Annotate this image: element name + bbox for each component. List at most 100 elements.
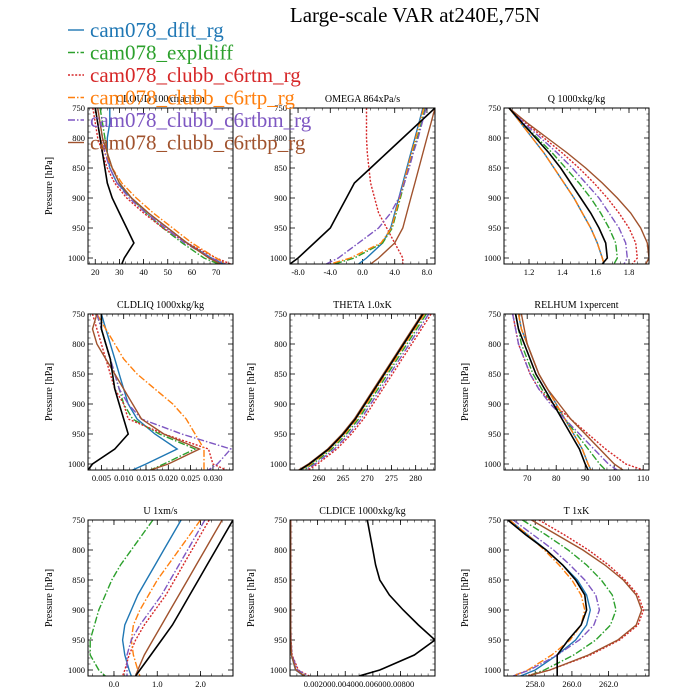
x-tick-label: 4.0: [389, 267, 400, 277]
legend-label: cam078_clubb_c6rtm_rg: [90, 63, 301, 87]
series-line-cam078_clubb_c6rtm_rg: [512, 314, 644, 470]
legend-entry: cam078_expldiff: [68, 41, 233, 65]
series-line-cam078_clubb_c6rtm_rg: [365, 108, 404, 264]
figure-title: Large-scale VAR at240E,75N: [290, 3, 540, 27]
series-line-cam078_clubb_c6rtp_rg: [330, 108, 425, 264]
panel-0: CLOUD 100xfraction Pressure [hPa] 750 800 85…: [44, 94, 234, 277]
series-line-cam078_clubb_c6rtbm_rg: [512, 314, 618, 470]
y-tick-label: 850: [72, 575, 85, 585]
series-line-cam078_clubb_c6rtp_rg: [517, 314, 592, 470]
panel-title: Q 1000xkg/kg: [548, 94, 606, 105]
x-tick-label: 0.0: [109, 679, 120, 689]
series-line-cam078_clubb_c6rtp_rg: [300, 314, 425, 470]
y-tick-label: 1000: [68, 665, 85, 675]
series-line-cam078_clubb_c6rtp_rg: [290, 520, 306, 676]
legend-entry: cam078_clubb_c6rtp_rg: [68, 86, 295, 110]
y-tick-label: 950: [72, 635, 85, 645]
y-axis-label: Pressure [hPa]: [460, 363, 471, 421]
x-tick-label: 265: [337, 473, 350, 483]
y-axis-label: Pressure [hPa]: [44, 157, 55, 215]
series-line-cam078_clubb_c6rtp_rg: [509, 520, 586, 676]
y-tick-label: 950: [274, 635, 287, 645]
series-line-cam078_clubb_c6rtbp_rg: [527, 520, 643, 676]
panel-5: RELHUM 1xpercent Pressure [hPa] 750 800 850 9…: [460, 300, 650, 483]
y-tick-label: 750: [72, 309, 85, 319]
y-tick-label: 800: [488, 339, 501, 349]
series-line-cam078_clubb_c6rtp_rg: [96, 314, 205, 470]
y-tick-label: 800: [72, 545, 85, 555]
series-line-cam078_clubb_c6rtbm_rg: [508, 108, 629, 264]
series-lines: [88, 314, 233, 470]
series-line-cam078_dflt_rg: [121, 520, 182, 676]
series-line-cam078_clubb_c6rtp_rg: [130, 520, 202, 676]
series-line-cam078_expldiff: [290, 520, 307, 676]
x-tick-label: 60: [188, 267, 197, 277]
x-tick-label: 0.0: [357, 267, 368, 277]
x-tick-label: 0.005: [92, 473, 111, 483]
x-tick-label: 258.0: [526, 679, 545, 689]
y-tick-label: 750: [488, 309, 501, 319]
series-line-cam078_clubb_c6rtm_rg: [91, 314, 227, 470]
y-tick-label: 1000: [270, 665, 287, 675]
series-lines: [298, 314, 432, 470]
y-axis-label: Pressure [hPa]: [44, 569, 55, 627]
panel-title: RELHUM 1xpercent: [534, 300, 618, 311]
legend-entry: cam078_clubb_c6rtm_rg: [68, 63, 301, 87]
control-line: [299, 314, 424, 470]
plot-frame: [87, 313, 234, 471]
y-tick-label: 800: [488, 545, 501, 555]
x-tick-label: 40: [139, 267, 148, 277]
x-tick-label: 1.0: [152, 679, 163, 689]
control-line: [94, 108, 135, 264]
y-tick-label: 950: [488, 223, 501, 233]
y-tick-label: 1000: [68, 253, 85, 263]
y-tick-label: 950: [72, 429, 85, 439]
control-line: [514, 314, 589, 470]
x-tick-label: 110: [637, 473, 649, 483]
series-line-cam078_clubb_c6rtbp_rg: [508, 108, 649, 264]
y-tick-label: 750: [488, 515, 501, 525]
y-tick-label: 900: [274, 193, 287, 203]
plot-frame: [503, 313, 650, 471]
series-line-cam078_clubb_c6rtbp_rg: [520, 314, 624, 470]
series-lines: [92, 108, 231, 264]
y-tick-label: 850: [488, 369, 501, 379]
y-tick-label: 950: [274, 223, 287, 233]
series-line-cam078_dflt_rg: [299, 314, 424, 470]
x-tick-label: 1.6: [590, 267, 601, 277]
panel-title: T 1xK: [564, 506, 590, 517]
y-tick-label: 1000: [484, 665, 501, 675]
series-line-cam078_clubb_c6rtbp_rg: [91, 314, 202, 470]
control-line: [290, 108, 435, 264]
y-tick-label: 750: [72, 103, 85, 113]
control-line: [358, 520, 435, 676]
series-line-cam078_clubb_c6rtp_rg: [508, 108, 605, 264]
series-line-cam078_clubb_c6rtbp_rg: [97, 108, 222, 264]
y-tick-label: 850: [274, 369, 287, 379]
panel-4: THETA 1.0xK Pressure [hPa] 750 800 850 900 950…: [246, 300, 436, 483]
y-tick-label: 850: [488, 163, 501, 173]
panel-2: Q 1000xkg/kg 750 800 850 900 950 1000 1.2 1.4 1.6…: [484, 94, 650, 277]
plot-frame: [289, 107, 436, 265]
x-tick-label: 275: [385, 473, 398, 483]
x-tick-label: 270: [361, 473, 374, 483]
series-line-cam078_clubb_c6rtbp_rg: [298, 314, 423, 470]
control-line: [134, 520, 233, 676]
series-line-cam078_expldiff: [334, 108, 426, 264]
series-line-cam078_dflt_rg: [290, 520, 305, 676]
series-lines: [290, 108, 435, 264]
series-lines: [512, 314, 644, 470]
plot-frame: [289, 519, 436, 677]
series-lines: [508, 108, 649, 264]
series-line-cam078_clubb_c6rtbm_rg: [305, 314, 430, 470]
panel-title: THETA 1.0xK: [333, 300, 392, 311]
x-tick-label: 0.00600: [359, 679, 387, 689]
series-line-cam078_clubb_c6rtm_rg: [307, 314, 432, 470]
y-tick-label: 900: [274, 605, 287, 615]
y-tick-label: 800: [72, 339, 85, 349]
y-tick-label: 800: [274, 339, 287, 349]
series-line-cam078_clubb_c6rtbm_rg: [325, 108, 427, 264]
plot-frame: [87, 519, 234, 677]
legend-entry: cam078_clubb_c6rtbm_rg: [68, 108, 312, 132]
